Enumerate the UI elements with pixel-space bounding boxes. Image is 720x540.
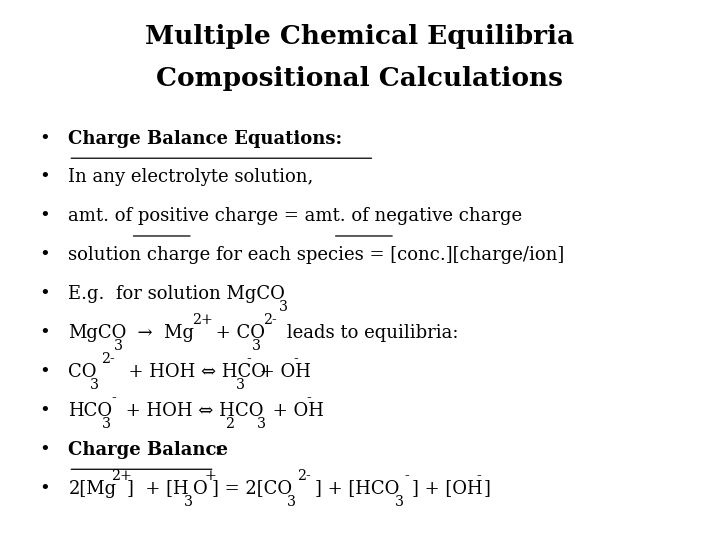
Text: Multiple Chemical Equilibria: Multiple Chemical Equilibria [145, 24, 575, 49]
Text: •: • [40, 130, 50, 147]
Text: •: • [40, 363, 50, 381]
Text: 2-: 2- [297, 469, 311, 483]
Text: ] + [HCO: ] + [HCO [315, 480, 399, 497]
Text: -: - [293, 352, 298, 366]
Text: 3: 3 [279, 300, 288, 314]
Text: 3: 3 [287, 495, 297, 509]
Text: ]  + [H: ] + [H [127, 480, 189, 497]
Text: ]: ] [484, 480, 491, 497]
Text: HCO: HCO [68, 402, 112, 420]
Text: Compositional Calculations: Compositional Calculations [156, 66, 564, 91]
Text: +: + [204, 469, 216, 483]
Text: Charge Balance Equations:: Charge Balance Equations: [68, 130, 343, 147]
Text: -: - [404, 469, 409, 483]
Text: •: • [40, 441, 50, 458]
Text: O: O [193, 480, 207, 497]
Text: 2-: 2- [101, 352, 114, 366]
Text: •: • [40, 285, 50, 303]
Text: -: - [476, 469, 481, 483]
Text: amt. of positive charge = amt. of negative charge: amt. of positive charge = amt. of negati… [68, 207, 523, 225]
Text: CO: CO [68, 363, 97, 381]
Text: CO: CO [235, 402, 264, 420]
Text: 3: 3 [235, 378, 245, 392]
Text: Charge Balance: Charge Balance [68, 441, 228, 458]
Text: -: - [112, 391, 117, 405]
Text: 2-: 2- [263, 313, 276, 327]
Text: 2+: 2+ [192, 313, 213, 327]
Text: 2: 2 [225, 417, 235, 431]
Text: ] + [OH: ] + [OH [412, 480, 482, 497]
Text: 3: 3 [102, 417, 111, 431]
Text: + HOH ⇔ HCO: + HOH ⇔ HCO [117, 363, 266, 381]
Text: ] = 2[CO: ] = 2[CO [212, 480, 292, 497]
Text: •: • [40, 324, 50, 342]
Text: 3: 3 [114, 339, 122, 353]
Text: leads to equilibria:: leads to equilibria: [281, 324, 459, 342]
Text: + CO: + CO [210, 324, 265, 342]
Text: -: - [246, 352, 251, 366]
Text: •: • [40, 246, 50, 264]
Text: + HOH ⇔ H: + HOH ⇔ H [120, 402, 234, 420]
Text: solution charge for each species = [conc.][charge/ion]: solution charge for each species = [conc… [68, 246, 564, 264]
Text: 3: 3 [90, 378, 99, 392]
Text: E.g.  for solution MgCO: E.g. for solution MgCO [68, 285, 285, 303]
Text: •: • [40, 207, 50, 225]
Text: MgCO: MgCO [68, 324, 127, 342]
Text: + OH: + OH [267, 402, 324, 420]
Text: →  Mg: → Mg [126, 324, 194, 342]
Text: •: • [40, 480, 50, 497]
Text: •: • [40, 402, 50, 420]
Text: •: • [40, 168, 50, 186]
Text: 2+: 2+ [111, 469, 132, 483]
Text: In any electrolyte solution,: In any electrolyte solution, [68, 168, 314, 186]
Text: 3: 3 [252, 339, 261, 353]
Text: 3: 3 [184, 495, 193, 509]
Text: -: - [306, 391, 311, 405]
Text: 3: 3 [395, 495, 404, 509]
Text: :: : [215, 441, 221, 458]
Text: 3: 3 [257, 417, 266, 431]
Text: + OH: + OH [254, 363, 311, 381]
Text: 2[Mg: 2[Mg [68, 480, 117, 497]
